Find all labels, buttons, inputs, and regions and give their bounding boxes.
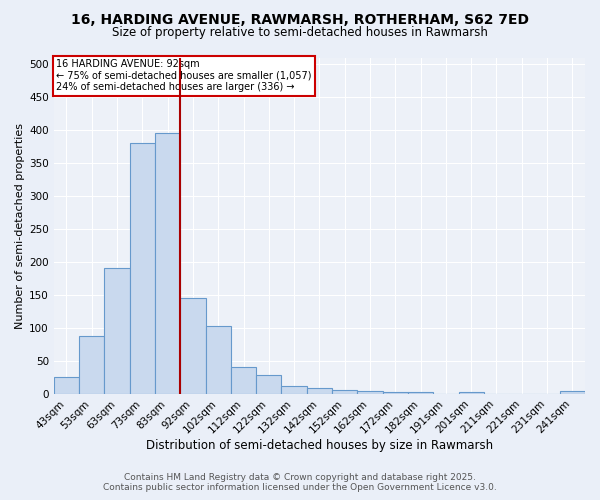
Bar bbox=[358, 391, 383, 394]
Bar bbox=[560, 391, 585, 394]
Bar bbox=[332, 390, 358, 394]
Bar bbox=[104, 268, 130, 394]
Bar bbox=[231, 368, 256, 394]
Bar bbox=[155, 134, 180, 394]
X-axis label: Distribution of semi-detached houses by size in Rawmarsh: Distribution of semi-detached houses by … bbox=[146, 440, 493, 452]
Y-axis label: Number of semi-detached properties: Number of semi-detached properties bbox=[15, 122, 25, 328]
Bar bbox=[79, 336, 104, 394]
Bar bbox=[408, 392, 433, 394]
Bar bbox=[256, 374, 281, 394]
Bar bbox=[180, 298, 206, 394]
Bar bbox=[383, 392, 408, 394]
Text: 16, HARDING AVENUE, RAWMARSH, ROTHERHAM, S62 7ED: 16, HARDING AVENUE, RAWMARSH, ROTHERHAM,… bbox=[71, 12, 529, 26]
Text: 16 HARDING AVENUE: 92sqm
← 75% of semi-detached houses are smaller (1,057)
24% o: 16 HARDING AVENUE: 92sqm ← 75% of semi-d… bbox=[56, 59, 312, 92]
Bar bbox=[54, 377, 79, 394]
Bar bbox=[281, 386, 307, 394]
Bar bbox=[206, 326, 231, 394]
Bar bbox=[458, 392, 484, 394]
Text: Contains HM Land Registry data © Crown copyright and database right 2025.
Contai: Contains HM Land Registry data © Crown c… bbox=[103, 473, 497, 492]
Bar bbox=[130, 143, 155, 394]
Bar bbox=[307, 388, 332, 394]
Text: Size of property relative to semi-detached houses in Rawmarsh: Size of property relative to semi-detach… bbox=[112, 26, 488, 39]
